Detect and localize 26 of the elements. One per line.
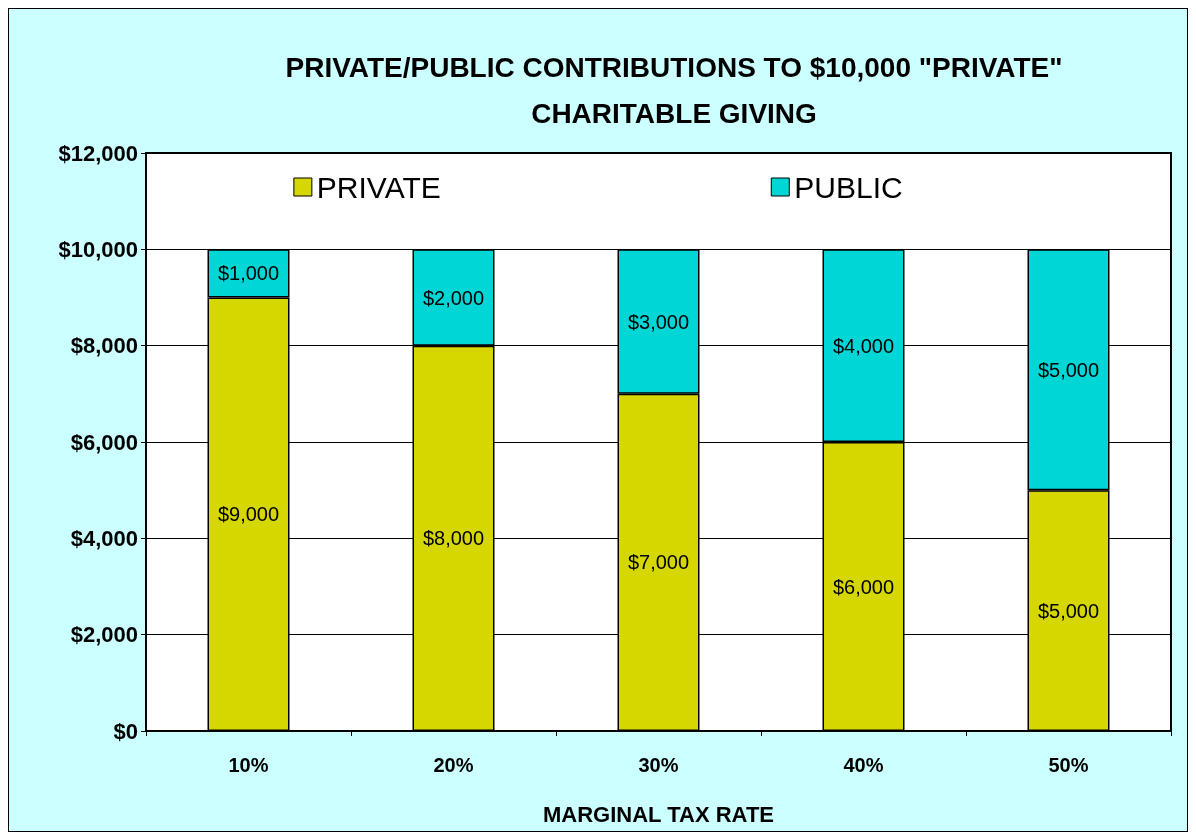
data-label: $8,000 <box>422 527 485 550</box>
x-tick-label: 50% <box>1048 754 1089 776</box>
legend-label: PRIVATE <box>316 170 441 204</box>
x-tick-label: 30% <box>638 754 679 776</box>
chart-title: PRIVATE/PUBLIC CONTRIBUTIONS TO $10,000 "PRIVATE" CHARITABLE GIVING <box>285 51 1063 129</box>
data-label: $3,000 <box>627 310 690 333</box>
data-label: $9,000 <box>217 503 280 526</box>
data-label: $5,000 <box>1037 599 1100 622</box>
y-tick-label: $12,000 <box>58 140 138 166</box>
y-tick-label: $10,000 <box>58 236 138 262</box>
data-label: $5,000 <box>1037 358 1100 381</box>
y-tick-label: $4,000 <box>70 525 138 551</box>
x-tick-label: 40% <box>843 754 884 776</box>
legend-label: PUBLIC <box>794 170 903 204</box>
y-tick-label: $6,000 <box>70 429 138 455</box>
y-tick-label: $0 <box>113 718 138 744</box>
y-tick-label: $8,000 <box>70 333 138 359</box>
data-label: $6,000 <box>832 575 895 598</box>
data-label: $1,000 <box>217 262 280 285</box>
data-label: $7,000 <box>627 551 690 574</box>
x-tick-label: 20% <box>433 754 474 776</box>
data-label: $4,000 <box>832 334 895 357</box>
y-tick-label: $2,000 <box>70 622 138 648</box>
x-tick-label: 10% <box>228 754 269 776</box>
x-axis-title: MARGINAL TAX RATE <box>543 801 774 827</box>
data-label: $2,000 <box>422 286 485 309</box>
